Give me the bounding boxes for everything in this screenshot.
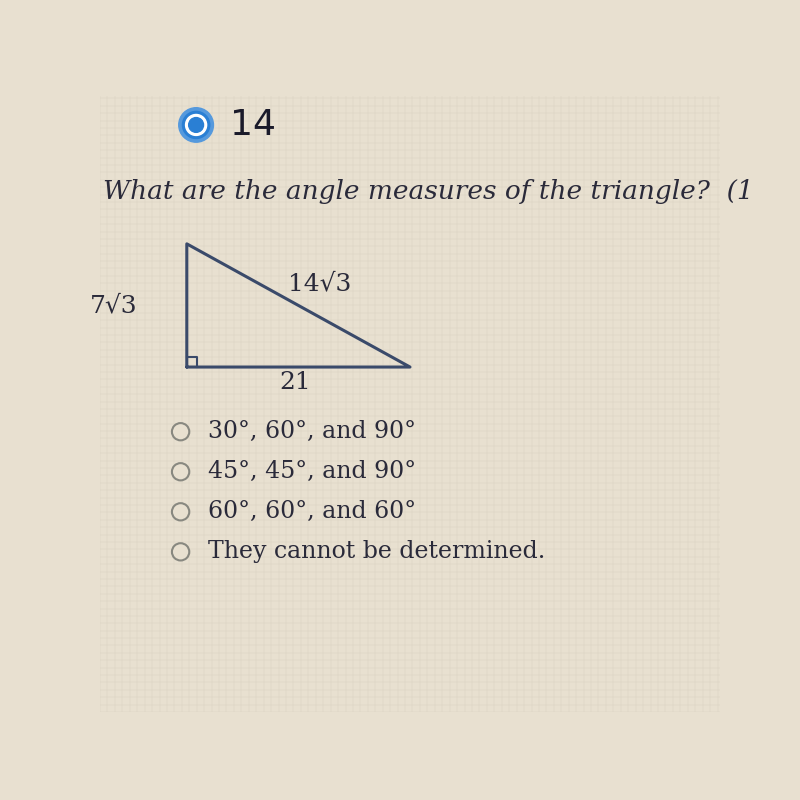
Circle shape	[172, 423, 190, 440]
Text: What are the angle measures of the triangle?  (1: What are the angle measures of the trian…	[103, 179, 754, 204]
Text: 30°, 60°, and 90°: 30°, 60°, and 90°	[209, 420, 417, 443]
Text: 14√3: 14√3	[289, 272, 352, 295]
Circle shape	[178, 108, 214, 142]
Circle shape	[172, 503, 190, 521]
Text: 21: 21	[279, 371, 311, 394]
Circle shape	[186, 114, 206, 135]
Text: 14: 14	[230, 108, 276, 142]
Circle shape	[189, 118, 203, 132]
Text: 60°, 60°, and 60°: 60°, 60°, and 60°	[209, 500, 417, 523]
Circle shape	[182, 111, 210, 138]
Circle shape	[172, 543, 190, 561]
Text: 7√3: 7√3	[90, 294, 138, 317]
Text: 45°, 45°, and 90°: 45°, 45°, and 90°	[209, 460, 417, 483]
Circle shape	[172, 463, 190, 480]
Text: They cannot be determined.: They cannot be determined.	[209, 540, 546, 563]
